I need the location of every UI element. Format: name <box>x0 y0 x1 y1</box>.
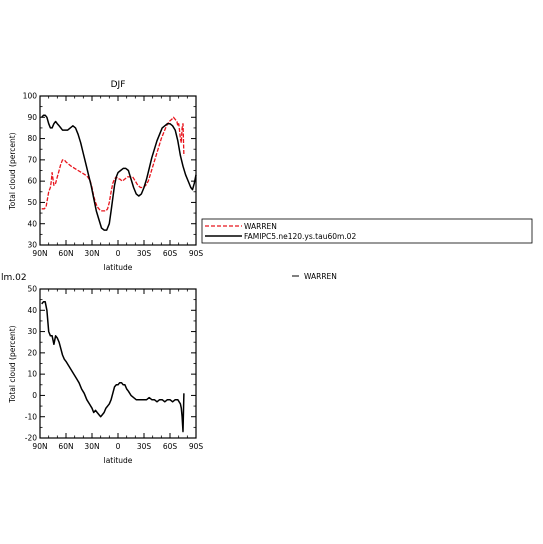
top-series-line-0 <box>41 116 185 212</box>
bottom-y-tick-label: 0 <box>32 391 37 400</box>
legend-box <box>201 218 533 244</box>
bottom-ticks: 90N 60N 30N 0 30S 60S 90S -20 -10 0 10 20 30 40 50 <box>25 285 204 451</box>
top-x-axis-label: latitude <box>104 263 133 272</box>
bottom-y-tick-label: 40 <box>27 306 37 315</box>
bottom-x-tick-label: 30S <box>137 442 152 451</box>
top-chart-title: DJF <box>111 80 126 90</box>
top-panel: DJF 90N 60N 30N 0 30S 60S 90S 30 40 50 60 70 80 90 100… <box>8 80 203 272</box>
top-x-tick-label: 0 <box>116 249 121 258</box>
bottom-series <box>41 301 185 433</box>
bottom-x-axis-label: latitude <box>104 456 133 465</box>
bottom-x-tick-label: 90S <box>189 442 204 451</box>
top-y-tick-label: 50 <box>27 198 37 207</box>
bottom-panel: 90N 60N 30N 0 30S 60S 90S -20 -10 0 10 20 30 40 50 lat… <box>8 285 203 465</box>
right-legend-label: WARREN <box>304 272 337 281</box>
top-series <box>41 114 197 231</box>
bottom-y-tick-label: -10 <box>25 412 37 421</box>
top-x-tick-label: 60N <box>58 249 73 258</box>
top-y-tick-label: 40 <box>27 219 37 228</box>
top-y-tick-label: 100 <box>23 92 38 101</box>
bottom-y-axis-label: Total cloud (percent) <box>8 325 17 403</box>
bottom-x-tick-label: 30N <box>84 442 99 451</box>
top-ticks: 90N 60N 30N 0 30S 60S 90S 30 40 50 60 70 80 90 100 <box>23 92 204 258</box>
top-series-line-1 <box>41 114 197 231</box>
bottom-x-tick-label: 60N <box>58 442 73 451</box>
top-y-axis-label: Total cloud (percent) <box>8 132 17 210</box>
top-y-tick-label: 90 <box>27 113 37 122</box>
top-x-tick-label: 30S <box>137 249 152 258</box>
bottom-header-fragment: lm.02 <box>1 273 27 283</box>
bottom-plot-frame <box>39 288 197 439</box>
top-y-tick-label: 30 <box>27 241 37 250</box>
bottom-x-tick-label: 60S <box>163 442 178 451</box>
top-x-tick-label: 90N <box>32 249 47 258</box>
bottom-y-tick-label: -20 <box>25 434 37 443</box>
bottom-x-tick-label: 0 <box>116 442 121 451</box>
top-x-tick-label: 30N <box>84 249 99 258</box>
legend: WARREN FAMIPC5.ne120.ys.tau60m.02 <box>201 218 533 244</box>
bottom-y-tick-label: 30 <box>27 327 37 336</box>
top-plot-frame <box>39 95 197 246</box>
bottom-y-tick-label: 50 <box>27 285 37 294</box>
bottom-series-line-0 <box>41 301 185 433</box>
top-y-tick-label: 80 <box>27 134 37 143</box>
legend-label-model: FAMIPC5.ne120.ys.tau60m.02 <box>244 232 356 241</box>
legend-label-warren: WARREN <box>244 222 277 231</box>
top-y-tick-label: 60 <box>27 177 37 186</box>
top-y-tick-label: 70 <box>27 155 37 164</box>
bottom-y-tick-label: 10 <box>27 370 37 379</box>
bottom-x-tick-label: 90N <box>32 442 47 451</box>
top-x-tick-label: 90S <box>189 249 204 258</box>
top-x-tick-label: 60S <box>163 249 178 258</box>
bottom-y-tick-label: 20 <box>27 348 37 357</box>
